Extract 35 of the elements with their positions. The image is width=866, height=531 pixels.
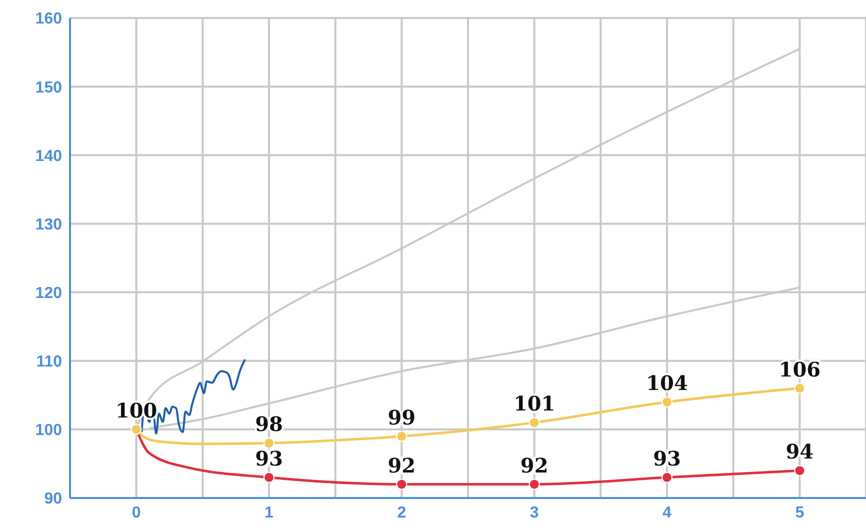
data-label: 94 [786,440,814,464]
y-tick-label: 90 [44,490,62,508]
point [528,417,540,428]
point [396,478,408,490]
data-label: 99 [388,405,416,430]
x-tick-label: 5 [795,504,804,522]
y-tick-label: 120 [35,284,62,302]
data-label: 106 [778,357,821,382]
x-tick-label: 1 [264,504,274,522]
point [794,465,806,476]
y-tick-label: 160 [35,10,62,28]
y-tick-label: 140 [35,148,62,165]
y-tick-label: 110 [36,354,62,371]
x-tick-label: 3 [530,504,539,522]
point [528,478,540,490]
data-label: 92 [520,453,548,478]
data-label: 98 [255,412,283,436]
x-tick-label: 2 [397,504,406,522]
y-tick-label: 150 [35,79,62,96]
data-label: 93 [255,446,283,470]
point [130,424,142,435]
point [264,438,274,449]
point [662,396,672,408]
data-label: 93 [653,446,681,470]
point [794,382,806,394]
y-tick-label: 100 [35,422,62,440]
x-tick-label: 4 [662,504,672,522]
point [264,472,274,483]
data-label: 101 [513,392,556,416]
x-tick-label: 0 [132,504,141,522]
data-label: 92 [388,453,416,478]
point [662,472,672,483]
point [396,430,408,442]
y-tick-label: 130 [35,216,62,234]
data-label: 104 [646,371,688,395]
